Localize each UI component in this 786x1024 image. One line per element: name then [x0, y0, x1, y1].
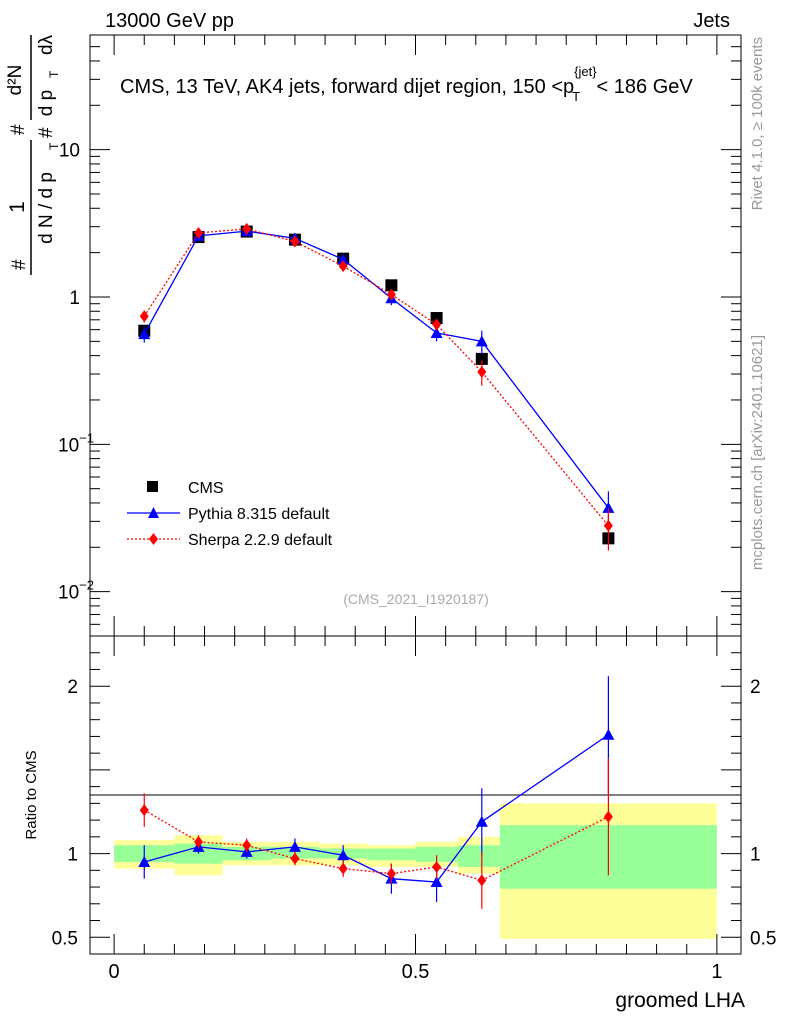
ratio-y-tick-label: 1 — [67, 845, 78, 866]
ratio-panel: 0.5 0.51 12 2 Ratio to CMS groomed LHA 0 0.5… — [23, 635, 776, 1012]
plot-title: CMS, 13 TeV, AK4 jets, forward dijet reg… — [120, 64, 693, 104]
plot-title-sub: T — [572, 89, 580, 104]
main-y-label: # 1 d N / d p T # d²N # d p T dλ — [5, 34, 61, 275]
ratio-line-series-1 — [143, 809, 609, 882]
ylabel-T-2: T — [47, 70, 61, 78]
x-axis-label: groomed LHA — [615, 989, 745, 1012]
legend-marker-pythia — [148, 507, 159, 518]
main-point-series-1-6 — [430, 326, 443, 338]
ratio-point-series-0-8 — [602, 728, 615, 740]
header-right: Jets — [693, 10, 730, 32]
main-point-series-1-4 — [337, 253, 350, 265]
main-point-series-2-3 — [290, 235, 300, 248]
ratio-point-series-1-5 — [386, 867, 396, 880]
main-point-series-2-8 — [603, 519, 613, 532]
legend-label-pythia: Pythia 8.315 default — [188, 506, 330, 523]
main-y-tick-base: 10 — [58, 583, 79, 604]
main-point-series-2-4 — [338, 260, 348, 273]
ratio-y-tick-label-right: 1 — [750, 845, 761, 866]
ylabel-dn: d N / d p — [36, 172, 57, 244]
main-series — [138, 222, 615, 551]
main-y-tick-label: 10 — [59, 141, 80, 162]
plot-title-pre: CMS, 13 TeV, AK4 jets, forward dijet reg… — [120, 76, 574, 98]
main-point-series-1-7 — [475, 335, 488, 347]
main-line-series-1 — [143, 230, 609, 509]
ylabel-dpt: d p — [36, 90, 57, 116]
ylabel-dl: dλ — [36, 34, 57, 55]
ratio-point-series-1-0 — [139, 804, 149, 817]
legend-marker-cms — [147, 481, 158, 492]
main-y-tick-label: 1 — [69, 288, 80, 309]
x-tick-label: 1 — [711, 961, 722, 983]
main-point-series-2-2 — [242, 222, 252, 235]
main-y-tick-base: 10 — [59, 141, 80, 162]
ratio-point-series-1-4 — [338, 862, 348, 875]
x-tick-label: 0.5 — [402, 961, 430, 983]
main-point-series-1-8 — [602, 501, 615, 513]
ratio-y-tick-label-right: 0.5 — [750, 928, 776, 949]
ratio-point-series-0-4 — [337, 849, 350, 861]
x-tick-label: 0 — [109, 961, 120, 983]
ylabel-hash-3: # — [36, 127, 57, 138]
ratio-band-inner-6 — [415, 846, 458, 862]
ratio-point-series-0-6 — [430, 876, 443, 888]
ratio-bands — [114, 803, 717, 939]
main-y-tick-exp: −2 — [79, 578, 94, 593]
legend-marker-sherpa — [149, 533, 158, 545]
ratio-point-series-1-8 — [603, 810, 613, 823]
ylabel-hash-1: # — [9, 259, 30, 270]
main-point-series-0-5 — [385, 279, 398, 292]
legend-label-cms: CMS — [188, 480, 224, 497]
legend-label-sherpa: Sherpa 2.2.9 default — [188, 532, 333, 549]
ratio-ticks: 0.5 0.5 1 1 2 2 — [52, 636, 776, 954]
main-y-tick-base: 1 — [69, 288, 80, 309]
main-y-tick-base: 10 — [58, 435, 79, 456]
ratio-point-series-1-1 — [194, 835, 203, 848]
ylabel-d2n: d²N — [5, 65, 26, 96]
main-point-series-2-5 — [386, 288, 396, 301]
ratio-y-tick-label: 0.5 — [52, 928, 78, 949]
watermark: (CMS_2021_I1920187) — [343, 591, 489, 607]
ratio-point-series-1-3 — [290, 852, 300, 865]
mcplots-label: mcplots.cern.ch [arXiv:2401.10621] — [749, 335, 766, 570]
main-point-series-1-0 — [138, 328, 151, 340]
main-y-tick-label: 10−2 — [58, 578, 94, 604]
ylabel-hash-2: # — [8, 124, 29, 135]
main-point-series-2-0 — [139, 310, 149, 323]
main-y-tick-exp: −1 — [79, 430, 94, 445]
plot-title-post: < 186 GeV — [597, 76, 694, 98]
ratio-point-series-1-7 — [477, 874, 487, 887]
rivet-label: Rivet 4.1.0, ≥ 100k events — [749, 37, 766, 210]
ratio-y-tick-label-right: 2 — [750, 677, 761, 698]
main-point-series-2-6 — [432, 318, 442, 331]
ratio-y-tick-label: 2 — [67, 677, 78, 698]
ratio-frame — [89, 635, 742, 955]
ratio-point-series-1-6 — [432, 860, 442, 873]
legend: CMS Pythia 8.315 default Sherpa 2.2.9 de… — [127, 480, 333, 549]
main-point-series-2-7 — [477, 365, 487, 378]
ratio-point-series-0-0 — [138, 855, 151, 867]
main-point-series-2-1 — [194, 226, 203, 239]
main-point-series-0-7 — [475, 352, 488, 365]
main-point-series-0-6 — [430, 312, 443, 325]
main-line-series-2 — [143, 228, 609, 527]
ratio-band-inner-7 — [457, 845, 500, 867]
ratio-point-series-1-2 — [242, 839, 252, 852]
ratio-y-label: Ratio to CMS — [23, 750, 40, 839]
x-tick-labels: 0 0.5 1 — [109, 961, 723, 983]
ylabel-one: 1 — [6, 201, 29, 213]
ratio-band-inner-5 — [367, 848, 416, 861]
main-y-tick-label: 10−1 — [58, 430, 94, 456]
ylabel-T-1: T — [47, 142, 61, 150]
plot-title-sup: {jet} — [574, 64, 597, 79]
ratio-series — [138, 676, 615, 909]
ratio-point-series-0-7 — [475, 815, 488, 827]
ratio-point-series-0-3 — [288, 840, 301, 852]
header-left: 13000 GeV pp — [105, 10, 234, 32]
